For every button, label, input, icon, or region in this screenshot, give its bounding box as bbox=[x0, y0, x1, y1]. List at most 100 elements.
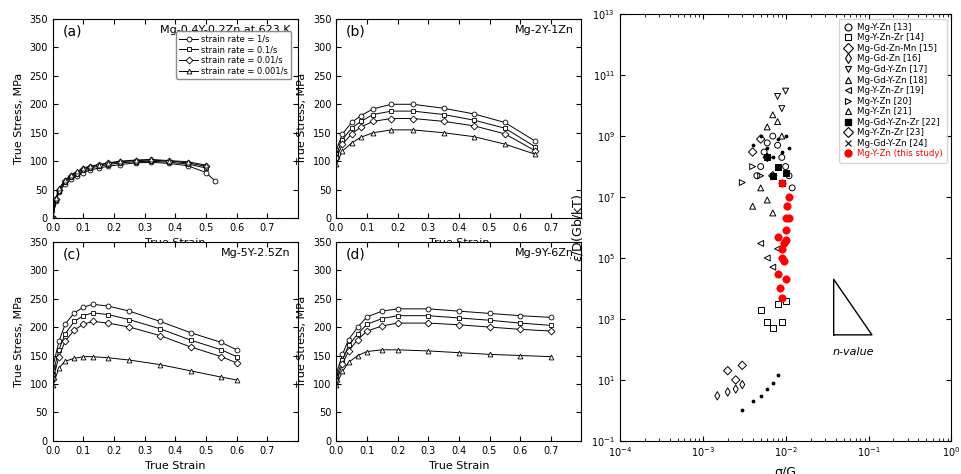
Point bbox=[765, 264, 780, 271]
Point bbox=[778, 275, 794, 283]
Y-axis label: $\dot{\varepsilon}$/D(Gb/kT): $\dot{\varepsilon}$/D(Gb/kT) bbox=[570, 193, 585, 262]
X-axis label: True Strain: True Strain bbox=[429, 461, 489, 471]
Point bbox=[775, 148, 790, 156]
Point bbox=[779, 202, 795, 210]
Point bbox=[759, 196, 775, 204]
Point bbox=[745, 141, 760, 149]
Point bbox=[781, 145, 797, 152]
Point bbox=[728, 385, 744, 393]
Text: (c): (c) bbox=[62, 248, 81, 262]
Point bbox=[753, 172, 769, 180]
Point bbox=[765, 324, 780, 332]
Point bbox=[770, 163, 785, 170]
X-axis label: True Strain: True Strain bbox=[429, 238, 489, 248]
Point bbox=[759, 318, 775, 326]
Point bbox=[750, 172, 765, 180]
Point bbox=[770, 371, 785, 378]
Point bbox=[781, 215, 797, 222]
Point bbox=[765, 154, 780, 161]
Point bbox=[734, 179, 750, 186]
Point bbox=[753, 392, 769, 400]
Text: Mg-9Y-6Zn: Mg-9Y-6Zn bbox=[515, 248, 574, 258]
Point bbox=[734, 362, 750, 369]
Point bbox=[753, 184, 769, 191]
Point bbox=[759, 145, 775, 152]
Y-axis label: True Stress, MPa: True Stress, MPa bbox=[297, 296, 308, 387]
X-axis label: σ/G: σ/G bbox=[775, 465, 797, 474]
Point bbox=[753, 306, 769, 314]
Point bbox=[778, 236, 794, 244]
Point bbox=[781, 193, 797, 201]
Point bbox=[781, 172, 797, 180]
Point bbox=[759, 254, 775, 262]
Point bbox=[759, 264, 775, 271]
Legend: strain rate = 1/s, strain rate = 0.1/s, strain rate = 0.01/s, strain rate = 0.00: strain rate = 1/s, strain rate = 0.1/s, … bbox=[176, 31, 291, 79]
Point bbox=[778, 170, 794, 177]
Point bbox=[770, 93, 785, 100]
Point bbox=[753, 275, 769, 283]
Point bbox=[775, 154, 790, 161]
Point bbox=[778, 163, 794, 170]
Point bbox=[775, 318, 790, 326]
Point bbox=[776, 240, 792, 247]
Point bbox=[753, 163, 769, 170]
X-axis label: True Strain: True Strain bbox=[145, 461, 206, 471]
Point bbox=[765, 132, 780, 140]
Point bbox=[759, 154, 775, 161]
Point bbox=[778, 227, 794, 234]
Point bbox=[745, 202, 760, 210]
Point bbox=[775, 294, 790, 301]
Point bbox=[728, 376, 744, 383]
Point bbox=[775, 179, 790, 186]
X-axis label: True Strain: True Strain bbox=[145, 238, 206, 248]
Point bbox=[775, 105, 790, 112]
Point bbox=[753, 240, 769, 247]
Text: (d): (d) bbox=[346, 248, 366, 262]
Text: Mg-2Y-1Zn: Mg-2Y-1Zn bbox=[515, 25, 574, 35]
Y-axis label: True Stress, MPa: True Stress, MPa bbox=[297, 73, 308, 164]
Legend: Mg-Y-Zn [13], Mg-Y-Zn-Zr [14], Mg-Gd-Zn-Mn [15], Mg-Gd-Zn [16], Mg-Gd-Y-Zn [17],: Mg-Y-Zn [13], Mg-Y-Zn-Zr [14], Mg-Gd-Zn-… bbox=[839, 18, 948, 163]
Point bbox=[765, 111, 780, 118]
Point bbox=[784, 184, 800, 191]
Point bbox=[770, 141, 785, 149]
Point bbox=[765, 254, 780, 262]
Point bbox=[720, 367, 735, 374]
Point bbox=[745, 148, 760, 156]
Point bbox=[753, 132, 769, 140]
Point bbox=[770, 270, 785, 278]
Text: Mg-0.4Y-0.2Zn at 623 K: Mg-0.4Y-0.2Zn at 623 K bbox=[160, 25, 290, 35]
Point bbox=[765, 209, 780, 217]
Point bbox=[734, 381, 750, 388]
Point bbox=[778, 132, 794, 140]
Point bbox=[734, 407, 750, 414]
Point bbox=[775, 245, 790, 253]
Point bbox=[759, 139, 775, 146]
Point bbox=[770, 270, 785, 278]
Text: (b): (b) bbox=[346, 25, 366, 39]
Point bbox=[776, 257, 792, 265]
Point bbox=[745, 163, 760, 170]
Point bbox=[709, 392, 725, 400]
Point bbox=[765, 172, 780, 180]
Point bbox=[759, 385, 775, 393]
Point bbox=[775, 254, 790, 262]
Point bbox=[770, 245, 785, 253]
Point bbox=[753, 135, 769, 143]
Point bbox=[765, 379, 780, 387]
Point bbox=[720, 388, 735, 396]
Point bbox=[770, 135, 785, 143]
Point bbox=[759, 154, 775, 161]
Point bbox=[772, 285, 787, 292]
Text: Mg-5Y-2.5Zn: Mg-5Y-2.5Zn bbox=[221, 248, 290, 258]
Y-axis label: True Stress, MPa: True Stress, MPa bbox=[13, 296, 24, 387]
Point bbox=[778, 297, 794, 304]
Point bbox=[770, 118, 785, 125]
Point bbox=[775, 179, 790, 186]
Point bbox=[778, 87, 794, 95]
Point bbox=[775, 132, 790, 140]
Point bbox=[745, 397, 760, 405]
Text: n-value: n-value bbox=[832, 347, 874, 357]
Point bbox=[778, 215, 794, 222]
Text: (a): (a) bbox=[62, 25, 82, 39]
Point bbox=[765, 172, 780, 180]
